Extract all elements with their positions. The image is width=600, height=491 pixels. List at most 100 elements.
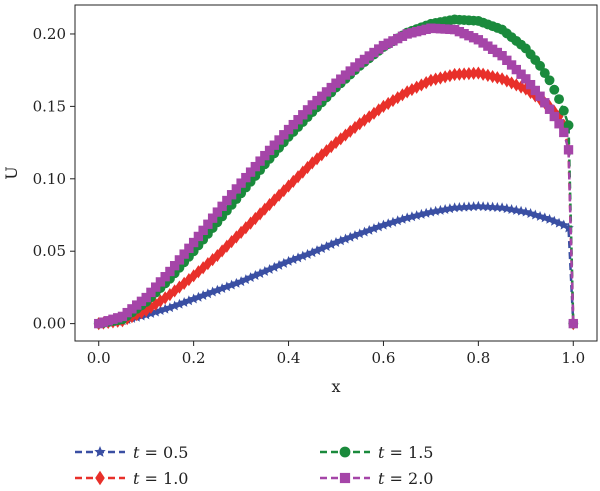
star-marker xyxy=(311,245,323,256)
square-marker xyxy=(502,55,512,65)
square-marker xyxy=(193,231,204,242)
diamond-marker xyxy=(440,70,450,84)
square-marker xyxy=(132,300,142,310)
legend-label: t = 1.0 xyxy=(133,469,188,488)
square-marker xyxy=(340,70,351,80)
diamond-marker xyxy=(331,135,341,150)
diamond-marker xyxy=(341,128,350,142)
square-marker xyxy=(127,304,137,314)
x-tick-label: 0.8 xyxy=(466,349,490,367)
square-marker xyxy=(146,287,156,298)
square-marker xyxy=(141,292,151,303)
square-marker xyxy=(554,119,564,129)
square-marker xyxy=(245,167,256,177)
square-marker xyxy=(98,317,109,327)
square-marker xyxy=(203,219,213,229)
circle-marker xyxy=(539,68,550,79)
series-layer xyxy=(93,14,579,331)
square-marker xyxy=(307,100,317,110)
square-marker xyxy=(516,69,526,79)
square-marker xyxy=(122,307,132,318)
square-marker xyxy=(231,184,242,194)
star-marker xyxy=(269,261,280,272)
square-marker xyxy=(421,24,431,35)
square-marker xyxy=(544,104,555,114)
circle-marker xyxy=(563,120,574,131)
square-marker xyxy=(521,74,531,84)
star-marker xyxy=(235,276,247,287)
diamond-marker xyxy=(269,193,279,207)
diamond-marker xyxy=(151,297,161,311)
x-tick-label: 0.4 xyxy=(277,349,301,367)
diamond-marker xyxy=(217,244,227,258)
star-marker xyxy=(321,241,332,252)
square-marker xyxy=(279,130,289,140)
square-marker xyxy=(393,33,403,44)
square-marker xyxy=(449,24,460,35)
x-axis-label: x xyxy=(331,377,340,396)
star-marker xyxy=(94,446,106,457)
y-axis-label: U xyxy=(2,166,21,179)
diamond-marker xyxy=(421,76,431,90)
legend-label: t = 0.5 xyxy=(133,443,188,462)
diamond-marker xyxy=(184,272,194,287)
diamond-marker xyxy=(165,288,175,302)
square-marker xyxy=(388,36,398,46)
square-marker xyxy=(331,78,341,88)
diamond-marker xyxy=(179,276,189,290)
diamond-marker xyxy=(483,68,493,82)
square-marker xyxy=(317,91,327,101)
square-marker xyxy=(260,150,270,161)
diamond-marker xyxy=(322,144,331,158)
square-marker xyxy=(359,54,370,65)
square-marker xyxy=(468,33,479,43)
diamond-marker xyxy=(141,303,151,318)
square-marker xyxy=(179,249,189,259)
diamond-marker xyxy=(450,67,460,82)
diamond-marker xyxy=(146,300,156,314)
square-marker xyxy=(459,29,469,39)
square-marker xyxy=(326,82,336,93)
square-marker xyxy=(445,24,455,35)
square-marker xyxy=(241,172,251,183)
diamond-marker xyxy=(464,67,474,81)
diamond-marker xyxy=(454,67,464,81)
square-marker xyxy=(184,243,194,253)
square-marker xyxy=(212,207,223,217)
square-marker xyxy=(549,111,559,122)
square-marker xyxy=(293,115,303,125)
square-marker xyxy=(397,31,408,41)
square-marker xyxy=(530,85,540,96)
square-marker xyxy=(207,213,218,223)
diamond-marker xyxy=(203,257,213,271)
square-marker xyxy=(302,105,313,115)
square-marker xyxy=(312,95,322,106)
diamond-marker xyxy=(492,71,502,85)
x-tick-label: 0.0 xyxy=(87,349,111,367)
square-marker xyxy=(198,225,208,236)
diamond-marker xyxy=(132,308,142,322)
star-marker xyxy=(273,259,285,270)
diamond-marker xyxy=(360,113,369,127)
square-marker xyxy=(155,277,166,287)
star-marker xyxy=(259,265,271,276)
star-marker xyxy=(264,263,275,274)
legend: t = 0.5 t = 1.5 t = 1.0 t = 2.0 xyxy=(75,443,433,488)
square-marker xyxy=(473,35,484,45)
star-marker xyxy=(316,243,327,254)
square-marker xyxy=(298,110,308,120)
legend-item: t = 1.0 xyxy=(75,469,188,488)
y-tick-label: 0.15 xyxy=(33,97,66,115)
square-marker xyxy=(511,64,522,75)
diamond-marker xyxy=(431,72,441,86)
star-marker xyxy=(254,268,266,278)
legend-item: t = 0.5 xyxy=(75,443,188,462)
square-marker xyxy=(255,156,265,166)
square-marker xyxy=(407,28,417,38)
square-marker xyxy=(559,127,569,138)
square-marker xyxy=(226,190,237,200)
square-marker xyxy=(568,318,578,329)
square-marker xyxy=(378,40,389,51)
star-marker xyxy=(250,270,261,280)
square-marker xyxy=(497,51,507,61)
